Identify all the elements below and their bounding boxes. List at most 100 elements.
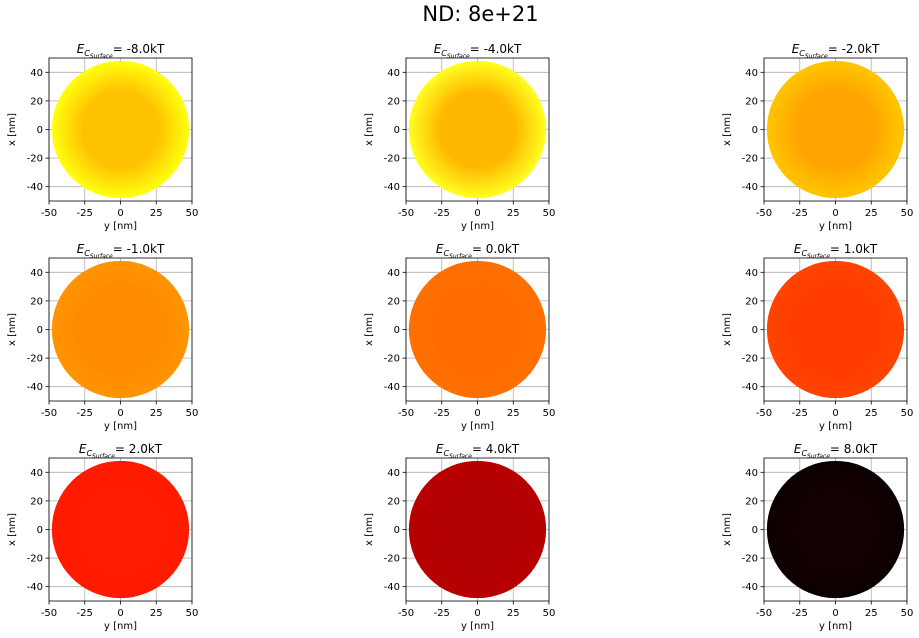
subplot-title: ECSurface= 4.0kT	[436, 442, 520, 460]
y-tick-label: 0	[752, 525, 758, 536]
y-tick-label: 0	[37, 525, 43, 536]
x-axis-label: y [nm]	[819, 221, 852, 232]
x-tick-label: -25	[77, 608, 93, 619]
heatmap-disk	[408, 60, 547, 199]
x-axis-label: y [nm]	[461, 621, 494, 632]
x-tick-label: 0	[117, 408, 123, 419]
y-tick-label: -40	[384, 182, 400, 193]
y-axis-label: x [nm]	[7, 513, 18, 546]
subplot-8: -50 -25 0 25 50 -40 -20 0 20 40 y [nm] x [nm] ECSurf…	[364, 442, 555, 632]
x-axis-label: y [nm]	[104, 621, 137, 632]
x-axis-label: y [nm]	[461, 421, 494, 432]
x-tick-label: 0	[832, 408, 838, 419]
y-axis-label: x [nm]	[364, 313, 375, 346]
x-tick-label: -25	[434, 208, 450, 219]
heatmap-disk	[766, 460, 905, 599]
y-tick-label: -40	[742, 582, 758, 593]
y-tick-label: -20	[742, 354, 758, 365]
x-tick-label: 50	[901, 208, 914, 219]
x-tick-label: 50	[186, 608, 199, 619]
y-tick-label: 40	[745, 68, 758, 79]
x-tick-label: 0	[474, 608, 480, 619]
y-tick-label: 0	[752, 125, 758, 136]
y-tick-label: 0	[394, 125, 400, 136]
subplot-6: -50 -25 0 25 50 -40 -20 0 20 40 y [nm] x [nm] ECSurf…	[722, 242, 913, 432]
subplot-title: ECSurface= 2.0kT	[79, 442, 163, 460]
y-axis-label: x [nm]	[364, 513, 375, 546]
heatmap-disk	[408, 260, 547, 399]
y-tick-label: 40	[387, 268, 400, 279]
x-tick-label: 50	[543, 408, 556, 419]
x-tick-label: 50	[543, 608, 556, 619]
x-axis-label: y [nm]	[819, 621, 852, 632]
y-tick-label: 20	[387, 96, 400, 107]
x-tick-label: -50	[41, 208, 57, 219]
x-tick-label: -25	[792, 408, 808, 419]
y-tick-label: -40	[742, 382, 758, 393]
x-tick-label: 50	[901, 408, 914, 419]
x-tick-label: 50	[543, 208, 556, 219]
y-tick-label: 40	[387, 68, 400, 79]
y-tick-label: 20	[30, 496, 43, 507]
y-tick-label: 20	[745, 296, 758, 307]
x-tick-label: -50	[398, 208, 414, 219]
heatmap-disk	[766, 260, 905, 399]
y-tick-label: -40	[27, 582, 43, 593]
x-axis-label: y [nm]	[461, 221, 494, 232]
x-tick-label: -50	[41, 608, 57, 619]
y-axis-label: x [nm]	[722, 113, 733, 146]
y-tick-label: 40	[387, 468, 400, 479]
y-tick-label: 40	[745, 268, 758, 279]
figure-title: ND: 8e+21	[422, 2, 539, 26]
y-tick-label: 0	[394, 525, 400, 536]
subplot-title: ECSurface= -2.0kT	[792, 42, 880, 60]
x-tick-label: 25	[865, 408, 878, 419]
x-tick-label: -25	[434, 408, 450, 419]
y-tick-label: 20	[745, 96, 758, 107]
y-tick-label: 20	[30, 96, 43, 107]
y-tick-label: -20	[27, 354, 43, 365]
x-tick-label: -25	[77, 208, 93, 219]
x-tick-label: -50	[756, 208, 772, 219]
x-tick-label: 0	[117, 608, 123, 619]
x-tick-label: 0	[117, 208, 123, 219]
y-tick-label: -40	[742, 182, 758, 193]
subplot-title: ECSurface= 0.0kT	[436, 242, 520, 260]
x-tick-label: 25	[507, 208, 520, 219]
subplot-title: ECSurface= -1.0kT	[77, 242, 165, 260]
x-tick-label: -50	[398, 408, 414, 419]
x-tick-label: -25	[434, 608, 450, 619]
x-tick-label: -25	[77, 408, 93, 419]
y-axis-label: x [nm]	[364, 113, 375, 146]
x-tick-label: 0	[832, 608, 838, 619]
y-tick-label: -40	[384, 582, 400, 593]
x-tick-label: -50	[756, 408, 772, 419]
x-tick-label: 50	[186, 408, 199, 419]
heatmap-disk	[408, 460, 547, 599]
y-tick-label: 40	[30, 268, 43, 279]
y-tick-label: -20	[27, 154, 43, 165]
y-tick-label: -20	[742, 154, 758, 165]
y-axis-label: x [nm]	[722, 313, 733, 346]
y-tick-label: 20	[387, 496, 400, 507]
x-tick-label: 0	[474, 408, 480, 419]
x-tick-label: 50	[901, 608, 914, 619]
subplot-9: -50 -25 0 25 50 -40 -20 0 20 40 y [nm] x [nm] ECSurf…	[722, 442, 913, 632]
y-tick-label: 20	[745, 496, 758, 507]
x-tick-label: 25	[507, 608, 520, 619]
x-tick-label: 25	[150, 608, 163, 619]
y-tick-label: 20	[387, 296, 400, 307]
heatmap-disk	[51, 460, 190, 599]
y-tick-label: 40	[30, 468, 43, 479]
heatmap-disk	[766, 60, 905, 199]
subplot-5: -50 -25 0 25 50 -40 -20 0 20 40 y [nm] x [nm] ECSurf…	[364, 242, 555, 432]
x-tick-label: 50	[186, 208, 199, 219]
x-tick-label: -50	[398, 608, 414, 619]
x-tick-label: 25	[150, 208, 163, 219]
y-tick-label: -20	[384, 354, 400, 365]
heatmap-disk	[51, 260, 190, 399]
x-tick-label: 0	[474, 208, 480, 219]
subplot-title: ECSurface= 8.0kT	[794, 442, 878, 460]
y-tick-label: 0	[37, 325, 43, 336]
